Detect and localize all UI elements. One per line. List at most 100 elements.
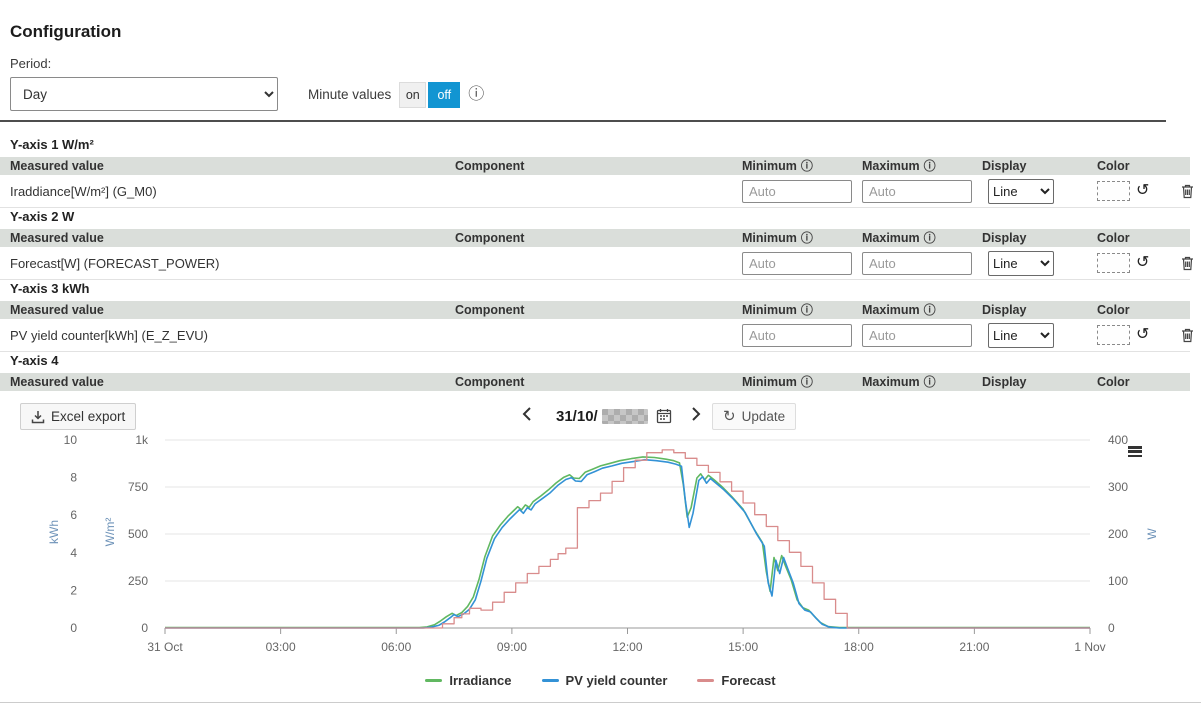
info-icon[interactable]: ⓘ	[800, 159, 813, 173]
minute-values-off-button[interactable]: off	[428, 81, 461, 108]
svg-text:10: 10	[64, 433, 78, 447]
col-display: Display	[982, 303, 1027, 317]
legend-label: Irradiance	[449, 673, 512, 688]
chart-area[interactable]: 31 Oct 03:00 06:00 09:00 12:00 15:00 18:00 21:0…	[0, 432, 1201, 668]
section-title-yaxis-1: Y-axis 1 W/m²	[10, 137, 94, 152]
svg-text:2: 2	[70, 583, 77, 597]
reset-color-icon[interactable]: ↺	[1136, 254, 1150, 271]
update-button[interactable]: ↻ Update	[712, 403, 797, 430]
col-color: Color	[1097, 375, 1130, 389]
section-title-yaxis-4: Y-axis 4	[10, 353, 59, 368]
info-icon[interactable]: ⓘ	[800, 303, 813, 317]
legend-dash	[425, 679, 443, 682]
col-component: Component	[455, 159, 525, 173]
display-select[interactable]: Line	[988, 250, 1054, 276]
col-measured-value: Measured value	[10, 159, 104, 173]
svg-text:21:00: 21:00	[959, 640, 989, 654]
chart-svg[interactable]: 31 Oct 03:00 06:00 09:00 12:00 15:00 18:00 21:0…	[0, 432, 1201, 668]
svg-text:18:00: 18:00	[844, 640, 874, 654]
excel-export-button[interactable]: Excel export	[20, 403, 137, 430]
period-select[interactable]: Day	[10, 77, 278, 111]
svg-text:200: 200	[1108, 527, 1128, 541]
col-color: Color	[1097, 303, 1130, 317]
minimum-input[interactable]	[742, 179, 852, 203]
delete-row-button[interactable]	[1181, 184, 1194, 199]
col-minimum: Minimum ⓘ	[742, 159, 813, 173]
info-icon[interactable]: ⓘ	[923, 303, 936, 317]
col-display: Display	[982, 375, 1027, 389]
col-minimum: Minimum ⓘ	[742, 375, 813, 389]
info-icon[interactable]: ⓘ	[468, 85, 485, 103]
svg-text:0: 0	[1108, 621, 1115, 635]
maximum-input[interactable]	[862, 179, 972, 203]
svg-text:6: 6	[70, 508, 77, 522]
color-swatch[interactable]	[1097, 181, 1130, 201]
col-color: Color	[1097, 231, 1130, 245]
chevron-right-icon	[692, 407, 701, 421]
svg-text:03:00: 03:00	[266, 640, 296, 654]
legend-item-forecast[interactable]: Forecast	[697, 673, 776, 688]
reset-color-icon[interactable]: ↺	[1136, 326, 1150, 343]
trash-icon	[1182, 256, 1193, 270]
minimum-input[interactable]	[742, 323, 852, 347]
page-title: Configuration	[10, 22, 122, 41]
info-icon[interactable]: ⓘ	[923, 375, 936, 389]
minute-values-toggle: on off	[399, 81, 461, 108]
svg-text:0: 0	[70, 621, 77, 635]
chart-menu-icon[interactable]	[1128, 446, 1142, 457]
reset-color-icon[interactable]: ↺	[1136, 182, 1150, 199]
maximum-input[interactable]	[862, 323, 972, 347]
measured-value-label: Forecast[W] (FORECAST_POWER)	[10, 255, 220, 271]
info-icon[interactable]: ⓘ	[923, 159, 936, 173]
legend-label: Forecast	[721, 673, 776, 688]
svg-text:1k: 1k	[135, 433, 149, 447]
info-icon[interactable]: ⓘ	[923, 231, 936, 245]
info-icon[interactable]: ⓘ	[800, 375, 813, 389]
col-maximum: Maximum ⓘ	[862, 159, 936, 173]
info-icon[interactable]: ⓘ	[800, 231, 813, 245]
legend-item-pv-yield-counter[interactable]: PV yield counter	[541, 673, 668, 688]
col-color: Color	[1097, 159, 1130, 173]
display-select[interactable]: Line	[988, 322, 1054, 348]
legend-item-irradiance[interactable]: Irradiance	[425, 673, 512, 688]
next-day-button[interactable]	[691, 406, 702, 427]
col-component: Component	[455, 303, 525, 317]
svg-text:400: 400	[1108, 433, 1128, 447]
svg-text:W: W	[1145, 528, 1159, 540]
color-swatch[interactable]	[1097, 325, 1130, 345]
measured-value-label: Iraddiance[W/m²] (G_M0)	[10, 183, 157, 199]
svg-text:8: 8	[70, 471, 77, 485]
col-component: Component	[455, 375, 525, 389]
svg-text:W/m²: W/m²	[103, 518, 117, 547]
svg-text:09:00: 09:00	[497, 640, 527, 654]
section-title-yaxis-3: Y-axis 3 kWh	[10, 281, 90, 296]
svg-text:31 Oct: 31 Oct	[147, 640, 183, 654]
col-maximum: Maximum ⓘ	[862, 231, 936, 245]
previous-day-button[interactable]	[521, 406, 532, 427]
col-display: Display	[982, 231, 1027, 245]
svg-text:12:00: 12:00	[612, 640, 642, 654]
download-icon	[31, 410, 45, 423]
svg-text:500: 500	[128, 527, 148, 541]
maximum-input[interactable]	[862, 251, 972, 275]
section-title-yaxis-2: Y-axis 2 W	[10, 209, 75, 224]
table-header: Measured value Component Minimum ⓘ Maximu…	[0, 301, 1190, 319]
chevron-left-icon	[522, 407, 531, 421]
legend-label: PV yield counter	[565, 673, 668, 688]
color-swatch[interactable]	[1097, 253, 1130, 273]
delete-row-button[interactable]	[1181, 328, 1194, 343]
col-measured-value: Measured value	[10, 231, 104, 245]
legend-dash	[697, 679, 715, 682]
measured-value-label: PV yield counter[kWh] (E_Z_EVU)	[10, 327, 208, 343]
calendar-icon[interactable]	[656, 408, 672, 424]
minimum-input[interactable]	[742, 251, 852, 275]
delete-row-button[interactable]	[1181, 256, 1194, 271]
svg-text:15:00: 15:00	[728, 640, 758, 654]
chart-legend: Irradiance PV yield counter Forecast	[0, 673, 1201, 688]
minute-values-on-button[interactable]: on	[399, 81, 427, 108]
col-display: Display	[982, 159, 1027, 173]
trash-icon	[1182, 184, 1193, 198]
display-select[interactable]: Line	[988, 178, 1054, 204]
minute-values-row: Minute values on off ⓘ	[308, 81, 484, 108]
svg-text:kWh: kWh	[47, 520, 61, 544]
